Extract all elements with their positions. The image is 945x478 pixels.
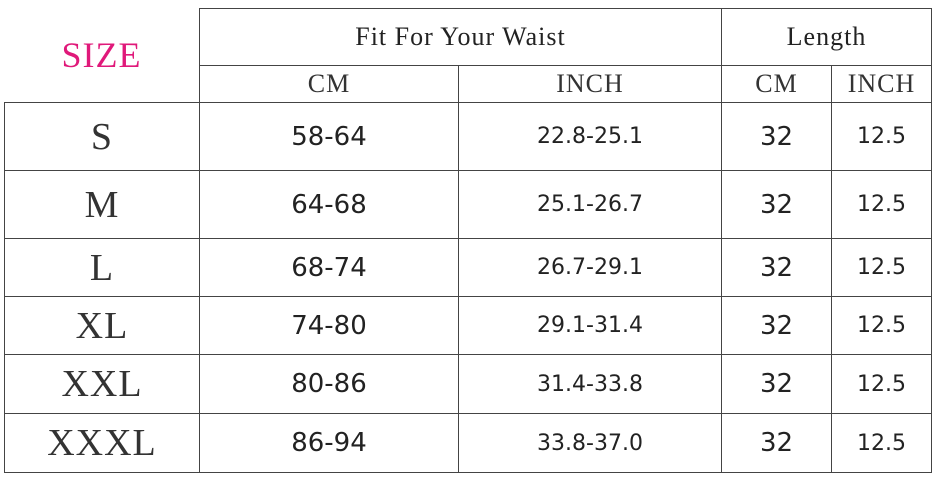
value-cell: 33.8-37.0 [459, 414, 722, 473]
value-cell: 58-64 [200, 103, 459, 171]
value-cell: 25.1-26.7 [459, 171, 722, 239]
value-cell: 12.5 [832, 171, 932, 239]
size-header: SIZE [4, 8, 200, 103]
value-cell: 68-74 [200, 239, 459, 297]
size-cell: XXL [4, 355, 200, 414]
value-cell: 32 [722, 239, 832, 297]
size-cell: S [4, 103, 200, 171]
unit-header: INCH [459, 66, 722, 103]
size-cell: XXXL [4, 414, 200, 473]
value-cell: 12.5 [832, 355, 932, 414]
group-header: Length [722, 8, 932, 66]
value-cell: 64-68 [200, 171, 459, 239]
value-cell: 32 [722, 297, 832, 355]
size-cell: M [4, 171, 200, 239]
value-cell: 80-86 [200, 355, 459, 414]
value-cell: 32 [722, 103, 832, 171]
value-cell: 32 [722, 355, 832, 414]
value-cell: 12.5 [832, 297, 932, 355]
value-cell: 12.5 [832, 239, 932, 297]
unit-header: CM [722, 66, 832, 103]
value-cell: 32 [722, 414, 832, 473]
size-cell: XL [4, 297, 200, 355]
value-cell: 12.5 [832, 103, 932, 171]
value-cell: 74-80 [200, 297, 459, 355]
value-cell: 22.8-25.1 [459, 103, 722, 171]
value-cell: 29.1-31.4 [459, 297, 722, 355]
group-header: Fit For Your Waist [200, 8, 722, 66]
unit-header: CM [200, 66, 459, 103]
value-cell: 12.5 [832, 414, 932, 473]
unit-header: INCH [832, 66, 932, 103]
value-cell: 32 [722, 171, 832, 239]
size-cell: L [4, 239, 200, 297]
value-cell: 86-94 [200, 414, 459, 473]
value-cell: 31.4-33.8 [459, 355, 722, 414]
value-cell: 26.7-29.1 [459, 239, 722, 297]
